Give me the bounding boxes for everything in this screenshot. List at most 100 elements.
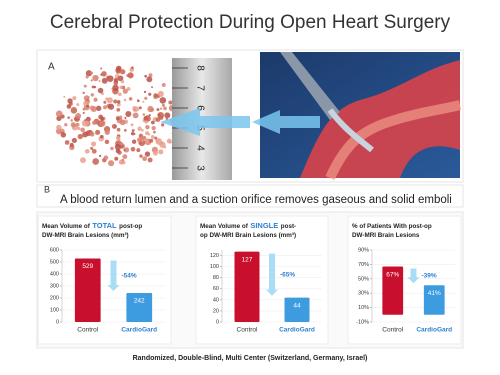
- debris-particle: [91, 148, 97, 154]
- debris-particle: [63, 95, 66, 98]
- debris-particle: [130, 131, 135, 136]
- value-label: 127: [242, 256, 253, 263]
- debris-particle: [151, 86, 154, 89]
- debris-particle: [82, 91, 85, 94]
- cannula-tip: [327, 108, 374, 153]
- y-tick-label: 200: [50, 295, 59, 301]
- debris-particle: [152, 150, 159, 156]
- caption-box: [36, 184, 464, 208]
- debris-particle: [66, 104, 72, 109]
- debris-particle: [118, 159, 124, 165]
- debris-particle: [60, 128, 64, 132]
- y-tick-label: 90%: [358, 247, 369, 253]
- y-tick-label: 500: [50, 259, 59, 265]
- debris-particle: [144, 74, 148, 78]
- debris-particle: [70, 122, 76, 128]
- debris-particle: [107, 103, 115, 110]
- title-segment: Mean Volume of: [200, 223, 249, 230]
- chart-card: [347, 215, 462, 345]
- artery: [300, 60, 460, 178]
- y-tick-label: 100: [210, 264, 219, 270]
- debris-particle: [111, 87, 114, 91]
- debris-particle: [81, 119, 89, 127]
- debris-particle: [108, 160, 115, 167]
- y-tick-label: 100: [50, 307, 59, 313]
- debris-particle: [161, 123, 165, 127]
- debris-particle: [144, 115, 151, 122]
- debris-particle: [148, 73, 153, 78]
- debris-particle: [55, 110, 63, 118]
- debris-particle: [84, 148, 90, 154]
- debris-particle: [84, 118, 87, 122]
- debris-particle: [101, 77, 108, 84]
- debris-particle: [93, 97, 98, 102]
- debris-particle: [86, 104, 90, 108]
- title-segment: DW-MRI Brain Lesions (mm³): [42, 232, 129, 239]
- debris-particle: [123, 147, 130, 153]
- debris-particle: [85, 116, 91, 122]
- debris-particle: [70, 107, 78, 114]
- debris-particle: [100, 118, 104, 121]
- debris-particle: [131, 139, 137, 144]
- debris-particle: [119, 141, 123, 146]
- debris-particle: [168, 140, 172, 144]
- y-tick-label: 50%: [358, 276, 369, 282]
- y-tick-label: -10%: [356, 319, 369, 325]
- debris-particle: [123, 98, 127, 102]
- debris-particle: [122, 154, 128, 160]
- debris-particle: [75, 113, 82, 119]
- debris-particle: [119, 119, 126, 126]
- cannula: [280, 52, 340, 120]
- change-arrow: [107, 260, 120, 291]
- debris-particle: [113, 99, 118, 104]
- debris-particle: [143, 90, 147, 94]
- title-segment: DW-MRI Brain Lesions: [352, 232, 420, 239]
- bar: [284, 297, 310, 322]
- y-tick-label: 300: [50, 283, 59, 289]
- debris-particle: [142, 100, 145, 103]
- debris-particle: [114, 143, 122, 151]
- debris-particle: [112, 84, 119, 92]
- debris-particle: [159, 107, 163, 110]
- debris-particle: [82, 131, 88, 138]
- debris-particle: [103, 155, 109, 160]
- debris-particle: [98, 119, 106, 127]
- debris-particle: [130, 146, 136, 152]
- arrow: [252, 110, 320, 134]
- debris-particle: [64, 123, 68, 127]
- y-tick-label: 120: [210, 253, 219, 259]
- value-label: 41%: [428, 290, 441, 297]
- title-segment: op DW-MRI Brain Lesions (mm³): [200, 232, 296, 239]
- debris-particle: [90, 146, 94, 150]
- y-tick-label: 20: [213, 308, 219, 314]
- debris-particle: [123, 148, 126, 152]
- debris-particle: [131, 129, 135, 132]
- x-tick-label: CardioGard: [416, 327, 452, 334]
- panel-label: A: [48, 62, 55, 73]
- arrow: [160, 108, 250, 136]
- debris-particle: [136, 99, 140, 103]
- debris-particle: [123, 128, 127, 132]
- debris-particle: [56, 115, 62, 121]
- title-segment: SINGLE: [250, 221, 278, 230]
- debris-particle: [132, 112, 139, 119]
- title-segment: % of Patients With post-op: [352, 223, 432, 230]
- chart-title: Mean Volume of SINGLE post-: [200, 221, 296, 230]
- debris-particle: [67, 116, 71, 120]
- debris-particle: [90, 105, 97, 112]
- debris-particle: [90, 71, 93, 75]
- debris-particle: [110, 146, 114, 151]
- debris-particle: [145, 125, 150, 130]
- chart-title: op DW-MRI Brain Lesions (mm³): [200, 232, 296, 239]
- change-label: -39%: [422, 273, 437, 280]
- change-arrow: [266, 253, 278, 296]
- debris-particle: [90, 141, 97, 147]
- debris-particle: [116, 127, 121, 132]
- debris-particle: [168, 100, 173, 105]
- debris-particle: [144, 96, 148, 100]
- debris-particle: [136, 137, 143, 143]
- y-tick-label: 70%: [358, 262, 369, 268]
- debris-particle: [72, 96, 77, 101]
- debris-particle: [138, 106, 142, 110]
